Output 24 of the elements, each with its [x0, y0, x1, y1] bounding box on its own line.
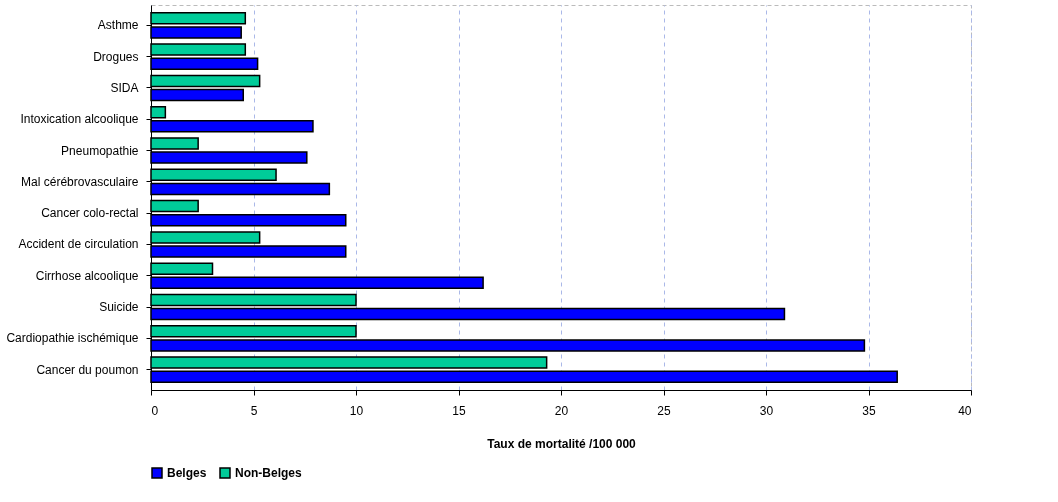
y-tick-label: Asthme: [97, 18, 139, 33]
x-tick-label: 20: [554, 403, 569, 418]
x-tick-label: 15: [452, 403, 466, 418]
y-tick-label: Cancer du poumon: [36, 362, 139, 377]
x-tick-label: 0: [151, 403, 159, 418]
x-tick-label: 25: [657, 403, 671, 418]
legend-label: Non-Belges: [235, 466, 302, 480]
y-tick-label: Drogues: [93, 49, 139, 64]
y-tick-label: Accident de circulation: [18, 237, 139, 252]
y-tick-label: Intoxication alcoolique: [20, 112, 139, 127]
x-tick-label: 10: [349, 403, 364, 418]
x-tick-label: 30: [759, 403, 774, 418]
y-tick-label: Pneumopathie: [61, 143, 139, 158]
y-tick-label: Cancer colo-rectal: [41, 206, 139, 221]
x-tick-label: 5: [250, 403, 258, 418]
y-tick-label: SIDA: [110, 80, 139, 95]
x-tick-label: 40: [958, 403, 972, 418]
y-tick-label: Cardiopathie ischémique: [6, 331, 139, 346]
x-tick-label: 35: [862, 403, 876, 418]
legend-label: Belges: [167, 466, 207, 480]
y-tick-label: Mal cérébrovasculaire: [21, 174, 139, 189]
x-axis-title: Taux de mortalité /100 000: [487, 436, 637, 451]
y-tick-label: Suicide: [99, 300, 139, 315]
y-tick-label: Cirrhose alcoolique: [35, 268, 139, 283]
